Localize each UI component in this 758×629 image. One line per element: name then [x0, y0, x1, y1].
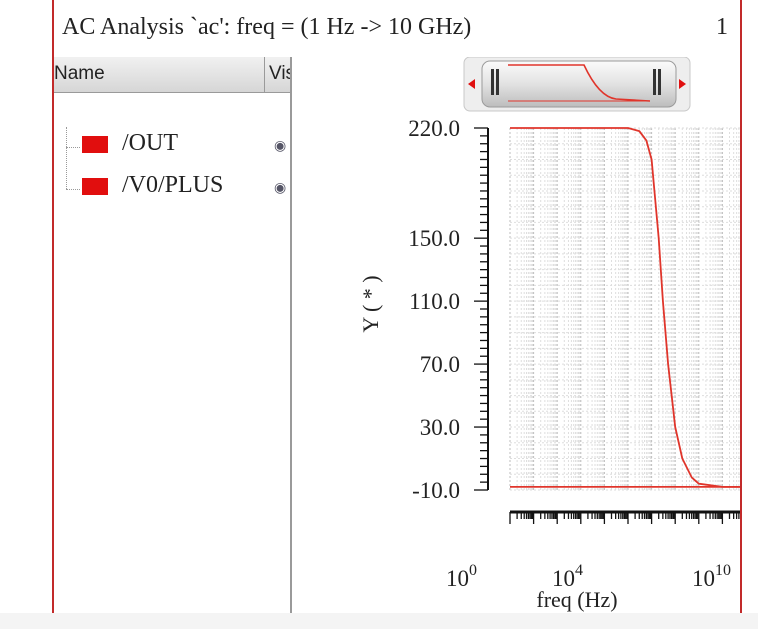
signal-list-header: Name Vis — [54, 57, 290, 93]
status-strip — [0, 613, 758, 629]
navigator-track[interactable] — [481, 60, 677, 108]
x-tick-label: 100 — [446, 562, 477, 591]
y-tick-label: 150.0 — [408, 226, 460, 251]
plot-series — [510, 127, 746, 488]
waveform-plot[interactable]: 220.0 150.0 110.0 70.0 30.0 -10.0 Y ( * ) 100 10… — [294, 56, 747, 613]
visible-column-header[interactable]: Vis — [269, 63, 290, 84]
name-column-header[interactable]: Name — [54, 63, 105, 84]
x-tick-label: 1010 — [692, 562, 731, 591]
signal-color-swatch[interactable] — [82, 178, 108, 195]
page-number: 1 — [716, 14, 728, 40]
plot-labels: 220.0 150.0 110.0 70.0 30.0 -10.0 Y ( * ) 100 10… — [358, 116, 731, 612]
waveform-window: AC Analysis `ac': freq = (1 Hz -> 10 GHz… — [52, 0, 747, 613]
tree-connector — [66, 147, 80, 148]
signal-list-panel: Name Vis /OUT ◉ /V0/PLUS ◉ — [54, 57, 292, 613]
right-arrow-icon[interactable] — [679, 79, 686, 89]
eye-icon[interactable]: ◉ — [274, 180, 287, 194]
series-line-out — [510, 127, 746, 488]
signal-color-swatch[interactable] — [82, 136, 108, 153]
plot-area[interactable]: 220.0 150.0 110.0 70.0 30.0 -10.0 Y ( * ) 100 10… — [294, 56, 747, 613]
x-axis-label: freq (Hz) — [536, 587, 617, 612]
navigator-widget[interactable] — [463, 56, 691, 112]
signal-row-v0-plus[interactable]: /V0/PLUS — [82, 172, 292, 202]
y-tick-label: 30.0 — [420, 415, 460, 440]
signal-row-out[interactable]: /OUT — [82, 130, 292, 160]
navigator-preview-line — [508, 64, 651, 102]
plot-axes — [474, 127, 747, 524]
y-tick-label: 70.0 — [420, 352, 460, 377]
grip-icon[interactable] — [491, 69, 499, 95]
y-axis-label: Y ( * ) — [358, 275, 383, 332]
y-tick-label: 110.0 — [409, 289, 460, 314]
signal-label[interactable]: /OUT — [122, 130, 178, 156]
plot-grid — [509, 127, 747, 491]
y-tick-label: -10.0 — [412, 478, 460, 503]
signal-label[interactable]: /V0/PLUS — [122, 172, 224, 198]
tree-connector — [66, 127, 67, 189]
grip-icon[interactable] — [653, 69, 661, 95]
window-title: AC Analysis `ac': freq = (1 Hz -> 10 GHz… — [62, 14, 472, 40]
x-tick-label: 104 — [552, 562, 583, 591]
left-arrow-icon[interactable] — [468, 79, 475, 89]
eye-icon[interactable]: ◉ — [274, 138, 287, 152]
column-divider[interactable] — [264, 57, 265, 93]
y-tick-label: 220.0 — [408, 116, 460, 141]
tree-connector — [66, 189, 80, 190]
